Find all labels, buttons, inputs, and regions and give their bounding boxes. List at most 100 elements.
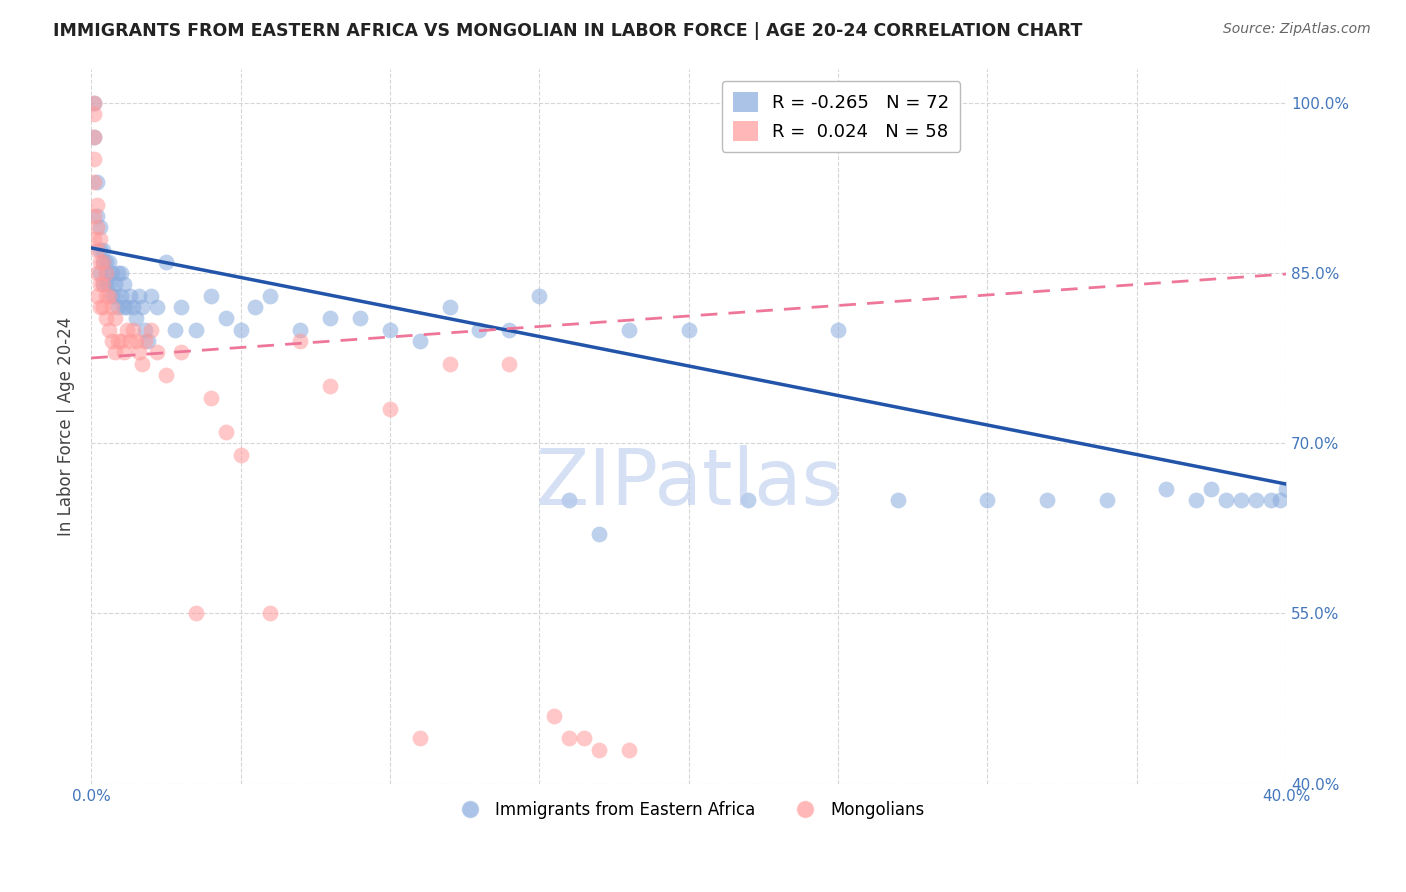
Point bbox=[104, 311, 127, 326]
Point bbox=[98, 323, 121, 337]
Point bbox=[170, 345, 193, 359]
Point bbox=[89, 220, 111, 235]
Point bbox=[91, 277, 114, 292]
Point bbox=[1156, 482, 1178, 496]
Point bbox=[83, 175, 105, 189]
Point bbox=[184, 323, 207, 337]
Point bbox=[110, 288, 132, 302]
Point bbox=[83, 129, 105, 144]
Point bbox=[290, 323, 312, 337]
Point bbox=[529, 288, 551, 302]
Point bbox=[131, 357, 153, 371]
Point bbox=[588, 527, 610, 541]
Point bbox=[1260, 492, 1282, 507]
Point bbox=[259, 288, 281, 302]
Y-axis label: In Labor Force | Age 20-24: In Labor Force | Age 20-24 bbox=[58, 317, 75, 536]
Text: ZIPatlas: ZIPatlas bbox=[536, 445, 842, 521]
Point bbox=[319, 379, 342, 393]
Point bbox=[378, 323, 401, 337]
Point bbox=[112, 300, 135, 314]
Point bbox=[543, 708, 565, 723]
Point bbox=[101, 266, 124, 280]
Point bbox=[110, 334, 132, 348]
Point bbox=[498, 357, 520, 371]
Point bbox=[163, 323, 186, 337]
Point bbox=[89, 243, 111, 257]
Point bbox=[170, 300, 193, 314]
Point bbox=[89, 232, 111, 246]
Point bbox=[98, 288, 121, 302]
Point bbox=[83, 95, 105, 110]
Point bbox=[89, 277, 111, 292]
Point bbox=[112, 277, 135, 292]
Text: Source: ZipAtlas.com: Source: ZipAtlas.com bbox=[1223, 22, 1371, 37]
Point bbox=[737, 492, 759, 507]
Point bbox=[1095, 492, 1118, 507]
Point bbox=[118, 288, 141, 302]
Point bbox=[146, 345, 169, 359]
Point bbox=[886, 492, 908, 507]
Point bbox=[107, 334, 129, 348]
Point bbox=[83, 232, 105, 246]
Point bbox=[146, 300, 169, 314]
Point bbox=[1275, 482, 1298, 496]
Point bbox=[134, 323, 156, 337]
Point bbox=[91, 243, 114, 257]
Text: IMMIGRANTS FROM EASTERN AFRICA VS MONGOLIAN IN LABOR FORCE | AGE 20-24 CORRELATI: IMMIGRANTS FROM EASTERN AFRICA VS MONGOL… bbox=[53, 22, 1083, 40]
Point bbox=[125, 311, 148, 326]
Point bbox=[200, 288, 222, 302]
Point bbox=[588, 742, 610, 756]
Point bbox=[128, 345, 150, 359]
Point bbox=[1244, 492, 1267, 507]
Point bbox=[1185, 492, 1208, 507]
Point bbox=[104, 277, 127, 292]
Point bbox=[155, 254, 177, 268]
Point bbox=[139, 288, 162, 302]
Point bbox=[115, 300, 138, 314]
Point bbox=[1036, 492, 1059, 507]
Point bbox=[1215, 492, 1237, 507]
Point bbox=[319, 311, 342, 326]
Point bbox=[439, 357, 461, 371]
Point bbox=[91, 300, 114, 314]
Point bbox=[558, 492, 581, 507]
Point bbox=[1268, 492, 1291, 507]
Point bbox=[94, 311, 117, 326]
Point bbox=[94, 288, 117, 302]
Point bbox=[122, 300, 145, 314]
Point bbox=[1201, 482, 1223, 496]
Point bbox=[214, 425, 236, 439]
Point bbox=[155, 368, 177, 382]
Point bbox=[125, 334, 148, 348]
Point bbox=[107, 300, 129, 314]
Point bbox=[131, 300, 153, 314]
Point bbox=[122, 323, 145, 337]
Point bbox=[229, 448, 252, 462]
Point bbox=[678, 323, 700, 337]
Point bbox=[91, 254, 114, 268]
Point bbox=[86, 288, 108, 302]
Point bbox=[86, 198, 108, 212]
Point bbox=[104, 288, 127, 302]
Point bbox=[118, 334, 141, 348]
Point bbox=[558, 731, 581, 746]
Point bbox=[86, 220, 108, 235]
Point bbox=[83, 107, 105, 121]
Point bbox=[827, 323, 849, 337]
Point bbox=[94, 277, 117, 292]
Point bbox=[259, 607, 281, 621]
Point bbox=[98, 254, 121, 268]
Point bbox=[409, 731, 432, 746]
Point bbox=[439, 300, 461, 314]
Point bbox=[86, 266, 108, 280]
Point bbox=[89, 254, 111, 268]
Point bbox=[184, 607, 207, 621]
Point bbox=[572, 731, 595, 746]
Point bbox=[349, 311, 371, 326]
Point bbox=[617, 742, 640, 756]
Point bbox=[83, 153, 105, 167]
Point bbox=[214, 311, 236, 326]
Point bbox=[86, 243, 108, 257]
Point bbox=[468, 323, 491, 337]
Point bbox=[101, 288, 124, 302]
